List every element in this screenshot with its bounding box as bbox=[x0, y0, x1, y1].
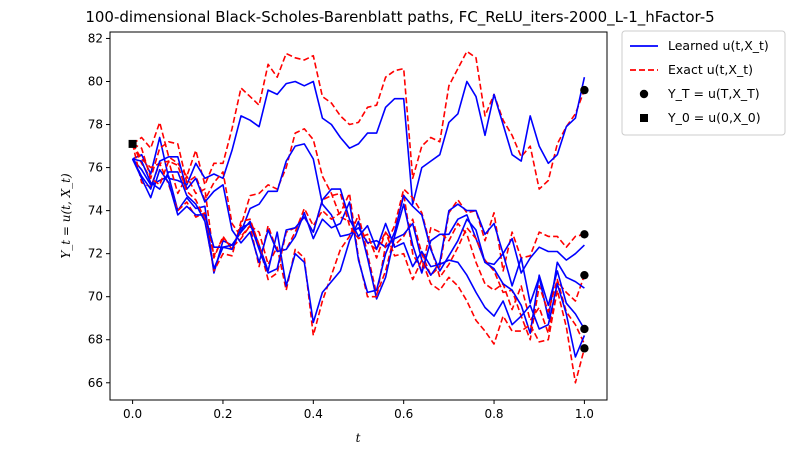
legend-label-2: Y_T = u(T,X_T) bbox=[667, 86, 760, 101]
axis-ticks: 0.0 0.2 0.4 0.6 0.8 1.0 66 68 70 72 74 76 78 80 82 bbox=[88, 31, 594, 421]
legend-label-0: Learned u(t,X_t) bbox=[668, 38, 769, 53]
x-tick-label: 0.2 bbox=[213, 407, 232, 421]
y-tick-label: 76 bbox=[88, 161, 103, 175]
exact-path-line-4 bbox=[131, 143, 586, 337]
x-axis-label: t bbox=[356, 431, 361, 445]
y-tick-label: 82 bbox=[88, 31, 103, 45]
plot-area bbox=[128, 50, 589, 384]
exact-path-line-8 bbox=[132, 143, 586, 384]
y-tick-label: 66 bbox=[88, 376, 103, 390]
y-tick-label: 70 bbox=[88, 290, 103, 304]
terminal-point-2 bbox=[580, 270, 589, 280]
learned-path-line-5 bbox=[131, 158, 585, 324]
initial-point bbox=[128, 139, 137, 148]
legend-swatch-3 bbox=[640, 114, 648, 122]
y-tick-label: 72 bbox=[88, 247, 103, 261]
x-tick-label: 0.8 bbox=[484, 407, 503, 421]
legend-box bbox=[621, 30, 786, 136]
x-tick-label: 0.0 bbox=[123, 407, 142, 421]
y-tick-label: 78 bbox=[88, 118, 103, 132]
x-tick-label: 0.6 bbox=[394, 407, 413, 421]
learned-path-line-9 bbox=[132, 158, 586, 358]
y-tick-label: 68 bbox=[88, 333, 103, 347]
learned-path-line-7 bbox=[131, 156, 586, 335]
x-tick-label: 0.4 bbox=[304, 407, 323, 421]
y-tick-label: 80 bbox=[88, 74, 103, 88]
terminal-point-1 bbox=[580, 230, 589, 239]
y-axis-label: Y_t = u(t, X_t) bbox=[59, 173, 73, 259]
terminal-point-4 bbox=[580, 344, 589, 353]
terminal-point-0 bbox=[580, 85, 589, 95]
chart-title: 100-dimensional Black-Scholes-Barenblatt… bbox=[85, 8, 714, 27]
learned-path-line-1 bbox=[132, 77, 586, 205]
legend-label-1: Exact u(t,X_t) bbox=[668, 62, 753, 77]
legend-label-3: Y_0 = u(0,X_0) bbox=[667, 110, 761, 125]
legend-swatch-2 bbox=[639, 89, 649, 99]
legend: Learned u(t,X_t) Exact u(t,X_t) Y_T = u(T,… bbox=[621, 30, 786, 136]
axes-frame bbox=[109, 31, 608, 401]
y-tick-label: 74 bbox=[88, 204, 103, 218]
terminal-point-3 bbox=[580, 324, 589, 334]
x-tick-label: 1.0 bbox=[575, 407, 594, 421]
exact-path-line-0 bbox=[132, 50, 586, 190]
